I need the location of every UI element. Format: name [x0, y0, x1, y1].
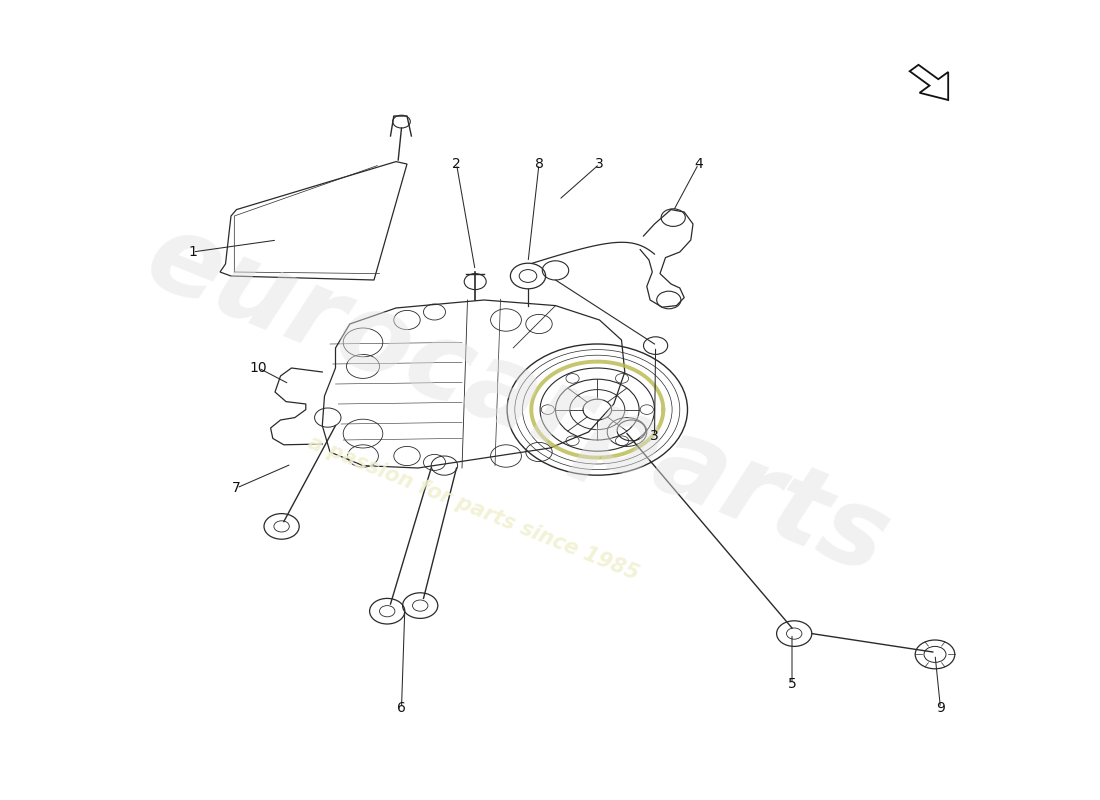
Text: 1: 1: [188, 245, 197, 259]
Text: 10: 10: [250, 361, 267, 375]
Text: a passion for parts since 1985: a passion for parts since 1985: [305, 432, 641, 584]
Text: 8: 8: [535, 157, 543, 171]
Text: eurocarparts: eurocarparts: [131, 203, 903, 597]
Text: 2: 2: [452, 157, 461, 171]
Text: 4: 4: [694, 157, 703, 171]
Text: 3: 3: [595, 157, 604, 171]
Text: 7: 7: [232, 481, 241, 495]
Text: 5: 5: [788, 677, 796, 691]
Text: 3: 3: [650, 429, 659, 443]
Text: 9: 9: [936, 701, 945, 715]
Text: 6: 6: [397, 701, 406, 715]
